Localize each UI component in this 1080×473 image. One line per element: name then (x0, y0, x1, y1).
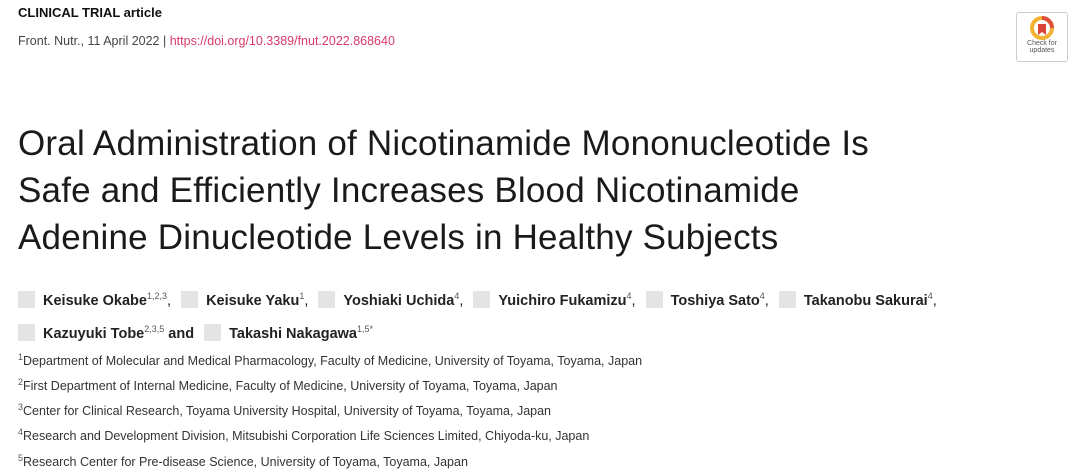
author-separator: and (168, 325, 195, 342)
affiliation: 1Department of Molecular and Medical Pha… (18, 347, 642, 372)
author-avatar (18, 290, 35, 308)
title-line: Adenine Dinucleotide Levels in Healthy S… (18, 218, 779, 257)
affiliation-number: 2 (18, 377, 24, 388)
affiliation-number: 3 (18, 402, 24, 413)
affiliation-text: Department of Molecular and Medical Phar… (23, 354, 643, 369)
author[interactable]: Yoshiaki Uchida4, (318, 290, 469, 309)
author-separator: , (764, 292, 769, 309)
author-avatar (18, 323, 35, 341)
author[interactable]: Keisuke Yaku1, (181, 290, 314, 309)
author-name: Keisuke Okabe (43, 292, 147, 309)
affiliation: 4Research and Development Division, Mits… (18, 422, 642, 447)
author-separator: , (304, 292, 309, 309)
affiliation-text: First Department of Internal Medicine, F… (23, 379, 558, 394)
affiliation-text: Research and Development Division, Mitsu… (23, 429, 590, 444)
check-updates-badge[interactable]: Check for updates (1016, 12, 1068, 62)
author-affiliation-marker: 1,2,3 (146, 291, 168, 301)
affiliation-number: 1 (18, 352, 24, 362)
author-avatar (473, 290, 491, 308)
author-list: Keisuke Okabe1,2,3, Keisuke Yaku1, Yoshi… (18, 282, 1078, 348)
author-name: Keisuke Yaku (206, 292, 300, 309)
author-avatar (181, 290, 199, 308)
author-name: Toshiya Sato (670, 292, 760, 309)
affiliation-text: Center for Clinical Research, Toyama Uni… (23, 404, 552, 419)
affiliation-text: Research Center for Pre-disease Science,… (23, 454, 468, 469)
badge-icon (1030, 16, 1054, 40)
author-name: Yuichiro Fukamizu (498, 292, 627, 309)
author-separator: , (459, 292, 464, 309)
author-avatar (645, 290, 663, 308)
doi-link[interactable]: https://doi.org/10.3389/fnut.2022.868640 (169, 34, 395, 48)
author-affiliation-marker: 4 (626, 291, 632, 301)
author-name: Takashi Nakagawa (229, 325, 357, 342)
journal-info: Front. Nutr., 11 April 2022 | (18, 34, 167, 48)
author-affiliation-marker: 1 (299, 291, 305, 301)
author[interactable]: Toshiya Sato4, (645, 290, 775, 309)
affiliation-number: 4 (18, 427, 24, 438)
journal-line: Front. Nutr., 11 April 2022 | https://do… (18, 34, 395, 48)
author[interactable]: Takashi Nakagawa1,5* (204, 323, 373, 342)
article-type: CLINICAL TRIAL article (18, 5, 162, 20)
author-separator: , (167, 292, 172, 309)
author-affiliation-marker: 2,3,5 (144, 323, 165, 334)
author-affiliation-marker: 1,5* (356, 323, 373, 334)
article-title: Oral Administration of Nicotinamide Mono… (18, 120, 869, 261)
author-name: Takanobu Sakurai (803, 292, 928, 309)
author-affiliation-marker: 4 (927, 291, 933, 301)
author-separator: , (932, 292, 937, 309)
affiliation: 5Research Center for Pre-disease Science… (18, 448, 642, 473)
author-avatar (318, 290, 336, 308)
author[interactable]: Kazuyuki Tobe2,3,5 and (18, 323, 200, 342)
badge-text: updates (1029, 47, 1055, 54)
affiliation: 2First Department of Internal Medicine, … (18, 372, 642, 397)
author-avatar (778, 290, 796, 308)
affiliation: 3Center for Clinical Research, Toyama Un… (18, 397, 642, 422)
affiliation-list: 1Department of Molecular and Medical Pha… (18, 347, 642, 473)
author-separator: , (631, 292, 636, 309)
author-affiliation-marker: 4 (759, 291, 765, 301)
author-name: Yoshiaki Uchida (343, 292, 455, 309)
author[interactable]: Takanobu Sakurai4, (778, 290, 943, 309)
author-affiliation-marker: 4 (454, 291, 460, 301)
author-name: Kazuyuki Tobe (43, 325, 145, 342)
author[interactable]: Keisuke Okabe1,2,3, (18, 290, 177, 309)
affiliation-number: 5 (18, 452, 24, 463)
author[interactable]: Yuichiro Fukamizu4, (473, 290, 641, 309)
title-line: Oral Administration of Nicotinamide Mono… (18, 124, 870, 163)
author-avatar (204, 323, 222, 341)
badge-text: Check for (1027, 40, 1057, 47)
title-line: Safe and Efficiently Increases Blood Nic… (18, 171, 800, 210)
